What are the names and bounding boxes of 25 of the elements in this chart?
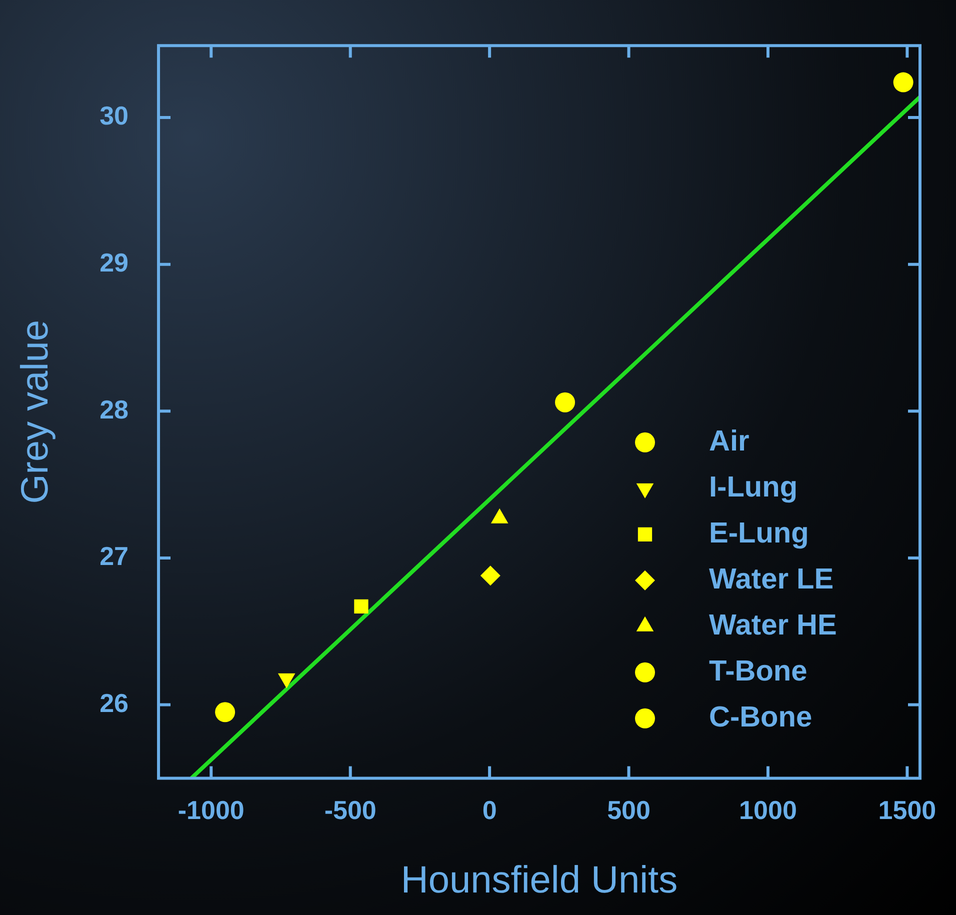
legend-label: E-Lung	[709, 517, 809, 550]
point	[354, 599, 368, 614]
point	[215, 702, 236, 722]
y-tick-label: 30	[100, 100, 129, 131]
point	[893, 72, 914, 92]
legend-label: Air	[709, 425, 750, 458]
y-tick-label: 28	[100, 394, 129, 424]
x-tick-label: 0	[482, 794, 497, 825]
legend-label: Water LE	[709, 563, 834, 596]
y-axis-title: Grey value	[14, 320, 56, 504]
legend-label: Water HE	[709, 609, 837, 642]
y-tick-label: 29	[100, 248, 129, 278]
point	[555, 392, 576, 412]
legend-label: C-Bone	[709, 701, 812, 734]
x-axis-title: Hounsfield Units	[400, 860, 678, 902]
x-tick-label: -500	[324, 794, 376, 825]
y-tick-label: 26	[100, 688, 129, 718]
x-tick-label: -1000	[178, 794, 244, 825]
y-tick-label: 27	[100, 541, 129, 572]
x-tick-label: 1000	[739, 794, 797, 825]
x-tick-label: 1500	[878, 794, 936, 825]
legend-label: I-Lung	[709, 471, 798, 504]
x-tick-label: 500	[607, 794, 650, 825]
point	[480, 566, 500, 586]
legend-label: T-Bone	[709, 655, 808, 688]
